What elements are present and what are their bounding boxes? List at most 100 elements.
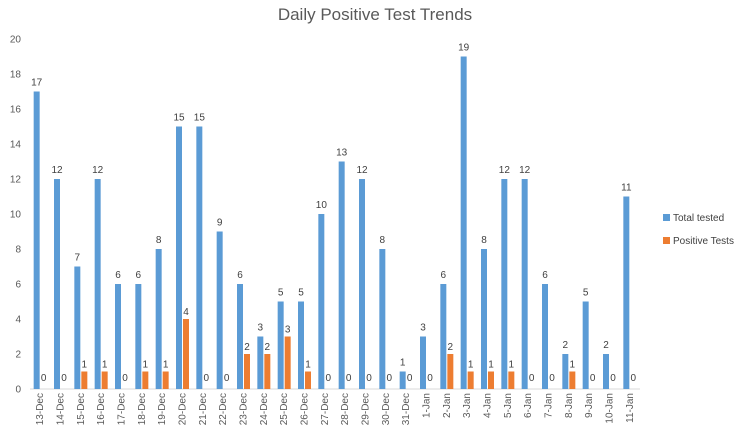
bar-positive-tests xyxy=(142,371,149,389)
bar-total-tested xyxy=(216,231,223,389)
data-label-total-tested: 5 xyxy=(583,288,589,299)
bar-total-tested xyxy=(481,249,487,389)
bar-positive-tests xyxy=(305,371,311,389)
bar-total-tested xyxy=(155,249,162,389)
data-label-total-tested: 9 xyxy=(217,218,223,229)
x-tick-label: 20-Dec xyxy=(178,393,189,425)
data-label-total-tested: 3 xyxy=(258,323,264,334)
bar-positive-tests xyxy=(508,371,515,389)
bar-total-tested xyxy=(54,179,60,389)
x-tick-label: 7-Jan xyxy=(544,393,555,418)
data-label-positive-tests: 2 xyxy=(448,342,454,353)
y-tick-label: 16 xyxy=(10,105,22,116)
data-label-total-tested: 8 xyxy=(156,235,162,246)
x-tick-label: 28-Dec xyxy=(340,393,351,425)
data-label-total-tested: 1 xyxy=(400,358,406,369)
bar-total-tested xyxy=(420,336,426,389)
bar-total-tested xyxy=(501,179,508,389)
bar-total-tested xyxy=(33,91,40,389)
bar-positive-tests xyxy=(244,354,250,389)
data-label-positive-tests: 1 xyxy=(163,360,169,371)
data-label-total-tested: 2 xyxy=(563,340,569,351)
bar-total-tested xyxy=(257,336,264,389)
data-label-total-tested: 6 xyxy=(542,270,548,281)
legend-swatch xyxy=(663,214,670,221)
x-tick-label: 26-Dec xyxy=(300,393,311,425)
y-tick-label: 12 xyxy=(10,175,22,186)
data-label-total-tested: 8 xyxy=(380,235,386,246)
bar-total-tested xyxy=(542,284,548,389)
x-tick-label: 4-Jan xyxy=(483,393,494,418)
bar-total-tested xyxy=(603,354,609,389)
y-tick-label: 0 xyxy=(15,385,21,396)
data-label-total-tested: 12 xyxy=(356,165,368,176)
bar-positive-tests xyxy=(162,371,169,389)
bar-positive-tests xyxy=(569,371,576,389)
bar-total-tested xyxy=(460,56,467,389)
legend-label: Positive Tests xyxy=(673,236,734,247)
bar-total-tested xyxy=(74,266,81,389)
legend: Total tested Positive Tests xyxy=(663,213,734,247)
data-label-positive-tests: 0 xyxy=(61,373,67,384)
data-label-positive-tests: 0 xyxy=(529,373,535,384)
bar-total-tested xyxy=(298,301,304,389)
bar-positive-tests xyxy=(81,371,88,389)
legend-swatch xyxy=(663,237,670,244)
x-tick-label: 11-Jan xyxy=(625,393,636,423)
data-label-total-tested: 12 xyxy=(499,165,511,176)
data-label-positive-tests: 0 xyxy=(224,373,230,384)
bar-positive-tests xyxy=(284,336,291,389)
bar-total-tested xyxy=(115,284,121,389)
bar-total-tested xyxy=(135,284,142,389)
data-label-positive-tests: 1 xyxy=(570,360,576,371)
y-tick-label: 8 xyxy=(15,245,21,256)
data-label-positive-tests: 0 xyxy=(610,373,616,384)
y-tick-label: 4 xyxy=(15,315,21,326)
data-label-positive-tests: 0 xyxy=(366,373,372,384)
x-tick-label: 14-Dec xyxy=(56,393,67,425)
data-label-total-tested: 6 xyxy=(136,270,142,281)
chart-title: Daily Positive Test Trends xyxy=(278,5,472,24)
data-label-total-tested: 17 xyxy=(31,78,43,89)
bar-positive-tests xyxy=(264,354,271,389)
bar-total-tested xyxy=(277,301,284,389)
data-label-positive-tests: 1 xyxy=(509,360,515,371)
bar-positive-tests xyxy=(488,371,494,389)
data-label-total-tested: 19 xyxy=(458,43,470,54)
data-label-positive-tests: 4 xyxy=(183,307,189,318)
bar-total-tested xyxy=(196,126,203,389)
data-label-positive-tests: 0 xyxy=(427,373,433,384)
bar-total-tested xyxy=(237,284,243,389)
y-tick-label: 10 xyxy=(10,210,22,221)
bar-total-tested xyxy=(94,179,101,389)
data-label-positive-tests: 2 xyxy=(244,342,250,353)
data-label-positive-tests: 0 xyxy=(590,373,596,384)
x-tick-label: 15-Dec xyxy=(76,393,87,425)
x-tick-label: 23-Dec xyxy=(239,393,250,425)
data-label-total-tested: 15 xyxy=(194,113,206,124)
data-label-positive-tests: 1 xyxy=(468,360,474,371)
data-label-total-tested: 5 xyxy=(278,288,284,299)
bar-total-tested xyxy=(359,179,365,389)
data-label-total-tested: 10 xyxy=(316,200,328,211)
data-label-total-tested: 12 xyxy=(51,165,63,176)
data-label-total-tested: 6 xyxy=(115,270,121,281)
data-label-total-tested: 5 xyxy=(298,288,304,299)
bar-total-tested xyxy=(440,284,447,389)
x-tick-label: 1-Jan xyxy=(422,393,433,418)
data-label-positive-tests: 0 xyxy=(631,373,637,384)
data-label-positive-tests: 0 xyxy=(407,373,413,384)
x-tick-label: 24-Dec xyxy=(259,393,270,425)
x-tick-label: 5-Jan xyxy=(503,393,514,418)
x-tick-label: 27-Dec xyxy=(320,393,331,425)
bar-total-tested xyxy=(582,301,589,389)
bar-total-tested xyxy=(521,179,528,389)
data-label-total-tested: 12 xyxy=(519,165,531,176)
x-tick-label: 9-Jan xyxy=(584,393,595,418)
data-label-positive-tests: 2 xyxy=(265,342,271,353)
bar-total-tested xyxy=(338,161,345,389)
